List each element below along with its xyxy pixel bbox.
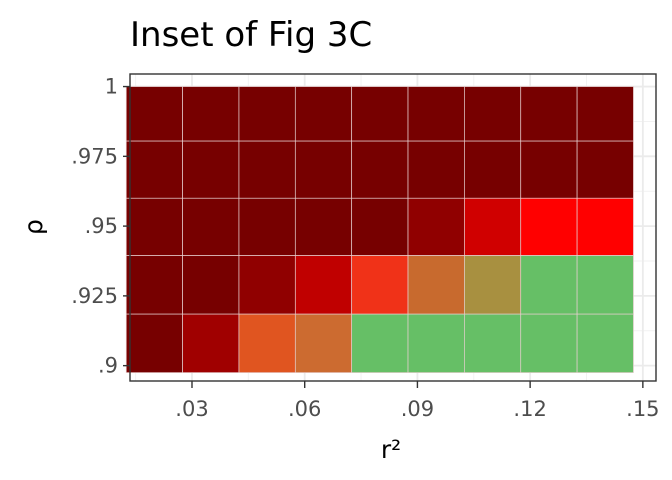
y-tick-label: 1 <box>105 75 118 99</box>
heatmap-cell <box>294 86 353 142</box>
heatmap-cell <box>294 197 353 256</box>
y-axis-title: ρ <box>19 219 48 235</box>
panel-border <box>129 73 657 382</box>
chart-title: Inset of Fig 3C <box>130 15 372 55</box>
heatmap-cell <box>182 197 240 256</box>
y-axis: .9 .925 .95 .975 1 <box>71 75 130 378</box>
heatmap-cell <box>294 140 353 199</box>
x-tick-label: .09 <box>401 397 434 421</box>
heatmap-cell <box>182 313 240 373</box>
y-tick-label: .95 <box>85 214 118 238</box>
heatmap-cell <box>182 140 240 199</box>
heatmap-cell <box>238 255 296 315</box>
heatmap-cell <box>520 86 578 142</box>
heatmap-cell <box>125 313 183 373</box>
heatmap-cell <box>125 255 183 315</box>
heatmap-cell <box>294 255 353 315</box>
heatmap-cell <box>520 313 578 373</box>
heatmap-cell <box>520 255 578 315</box>
y-tick-label: .9 <box>98 354 118 378</box>
heatmap-cell <box>351 255 409 315</box>
heatmap-cell <box>464 86 522 142</box>
heatmap-cell <box>576 313 634 373</box>
heatmap-cell <box>464 313 522 373</box>
heatmap-cell <box>125 140 183 199</box>
heatmap-cell <box>464 255 522 315</box>
heatmap-cell <box>520 140 578 199</box>
x-tick-label: .12 <box>513 397 546 421</box>
x-axis: .03 .06 .09 .12 .15 <box>175 381 660 421</box>
heatmap-cell <box>576 255 634 315</box>
heatmap-cell <box>294 313 353 373</box>
heatmap-cell <box>576 140 634 199</box>
heatmap-cell <box>407 86 465 142</box>
heatmap-cell <box>125 86 183 142</box>
heatmap-cell <box>238 197 296 256</box>
heatmap-cell <box>238 140 296 199</box>
heatmap-cell <box>182 86 240 142</box>
heatmap-cell <box>576 197 634 256</box>
heatmap-cell <box>238 86 296 142</box>
heatmap-cell <box>407 255 465 315</box>
y-tick-label: .925 <box>71 284 118 308</box>
heatmap-cell <box>125 197 183 256</box>
heatmap-cell <box>576 86 634 142</box>
heatmap-cell <box>407 313 465 373</box>
heatmap-cell <box>351 86 409 142</box>
x-tick-label: .15 <box>626 397 659 421</box>
heatmap-cell <box>238 313 296 373</box>
heatmap-cell <box>182 255 240 315</box>
x-axis-title: r² <box>381 435 401 464</box>
x-tick-label: .03 <box>175 397 208 421</box>
heatmap-cells <box>125 86 634 373</box>
heatmap-cell <box>407 197 465 256</box>
heatmap-cell <box>351 197 409 256</box>
x-tick-label: .06 <box>288 397 321 421</box>
heatmap-cell <box>407 140 465 199</box>
heatmap-cell <box>351 140 409 199</box>
heatmap-cell <box>464 197 522 256</box>
heatmap-cell <box>520 197 578 256</box>
heatmap-cell <box>351 313 409 373</box>
heatmap-cell <box>464 140 522 199</box>
y-tick-label: .975 <box>71 144 118 168</box>
